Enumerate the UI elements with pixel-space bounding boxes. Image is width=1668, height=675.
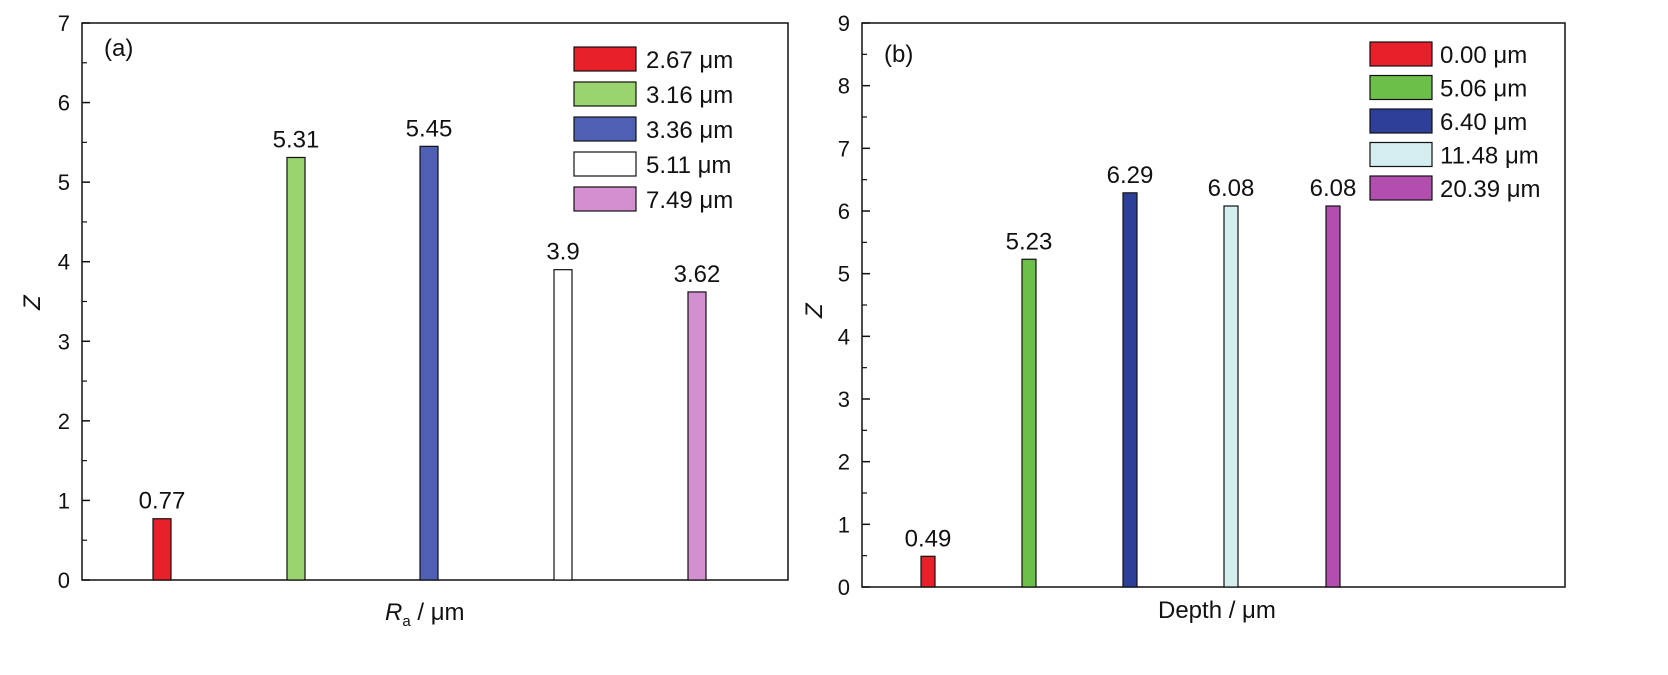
panel-b: (b) Z Depth / μm 0 1 2 3 4 5 6 7 8 9 0.49 5.23 6.29… [801,11,1566,624]
legend-a: 2.67 μm 3.16 μm 3.36 μm 5.11 μm 7.49 μm [573,46,733,214]
bar-b-4 [1223,205,1239,588]
x-axis-title-b: Depth / μm [1158,597,1276,624]
legend-label-b-1: 0.00 μm [1440,42,1527,69]
legend-label-b-3: 6.40 μm [1440,109,1527,136]
bar-a-5 [687,291,707,581]
legend-label-b-2: 5.06 μm [1440,76,1527,103]
legend-label-a-5: 7.49 μm [646,187,733,214]
legend-swatch-a-1 [573,46,637,72]
y-tick-label-b: 6 [838,199,850,224]
y-tick-label-a: 0 [58,568,70,593]
y-axis-title-a: Z [19,294,46,311]
y-tick-label-b: 7 [838,136,850,161]
data-label-b-1: 0.49 [905,525,952,552]
y-tick-label-a: 4 [58,250,70,275]
y-tick-label-b: 9 [838,11,850,36]
y-ticks-a: 0 1 2 3 4 5 6 7 [58,11,90,593]
y-tick-label-a: 6 [58,91,70,116]
x-axis-title-a-main: R [385,599,402,626]
legend-swatch-b-5 [1369,175,1433,201]
y-tick-label-b: 4 [838,324,850,349]
data-label-a-3: 5.45 [406,115,453,142]
legend-b: 0.00 μm 5.06 μm 6.40 μm 11.48 μm 20.39 μm [1369,41,1541,203]
x-axis-title-a: Ra / μm [385,599,465,630]
panel-label-b: (b) [884,41,913,68]
y-tick-label-b: 0 [838,575,850,600]
y-tick-label-b: 1 [838,512,850,537]
bar-a-1 [152,518,172,581]
y-tick-label-b: 5 [838,262,850,287]
data-label-b-4: 6.08 [1208,175,1255,202]
y-tick-label-b: 2 [838,450,850,475]
bar-b-2 [1021,258,1037,588]
legend-label-b-4: 11.48 μm [1440,143,1539,170]
panel-a: (a) Z Ra / μm 0 1 2 3 4 5 6 7 0.77 5.31 5.45 3.9 3.… [19,11,789,630]
data-label-a-5: 3.62 [674,261,721,288]
data-label-b-5: 6.08 [1310,175,1357,202]
bars-b: 0.49 5.23 6.29 6.08 6.08 [905,162,1357,588]
bar-a-3 [419,145,439,581]
bar-b-5 [1325,205,1341,588]
y-tick-label-a: 7 [58,11,70,36]
y-tick-label-b: 8 [838,74,850,99]
legend-swatch-b-4 [1369,141,1433,168]
legend-label-a-2: 3.16 μm [646,82,733,109]
legend-label-b-5: 20.39 μm [1440,176,1541,203]
legend-swatch-b-3 [1369,108,1433,134]
legend-swatch-b-1 [1369,41,1433,67]
legend-swatch-a-5 [573,186,637,212]
data-label-b-2: 5.23 [1006,228,1053,255]
legend-label-a-4: 5.11 μm [646,152,731,179]
bar-b-1 [920,555,936,588]
data-label-a-2: 5.31 [273,126,320,153]
bar-b-3 [1122,192,1138,588]
panel-label-a: (a) [104,35,133,62]
legend-swatch-a-4 [573,151,637,177]
y-tick-label-a: 3 [58,329,70,354]
y-tick-label-a: 5 [58,170,70,195]
legend-label-a-3: 3.36 μm [646,117,733,144]
y-ticks-b: 0 1 2 3 4 5 6 7 8 9 [838,11,870,600]
x-axis-title-a-sub: a [402,613,411,630]
y-tick-label-a: 1 [58,488,70,513]
legend-label-a-1: 2.67 μm [646,47,733,74]
y-axis-title-b: Z [801,302,828,319]
data-label-b-3: 6.29 [1107,162,1154,189]
bars-a: 0.77 5.31 5.45 3.9 3.62 [139,115,721,581]
legend-swatch-b-2 [1369,74,1433,101]
plot-frame-b [861,22,1566,588]
data-label-a-4: 3.9 [546,239,579,266]
y-tick-label-b: 3 [838,387,850,412]
bar-a-2 [286,156,306,581]
bar-a-4 [553,269,573,581]
legend-swatch-a-3 [573,116,637,142]
data-label-a-1: 0.77 [139,488,186,515]
x-axis-title-a-rest: / μm [411,599,465,626]
y-tick-label-a: 2 [58,409,70,434]
legend-swatch-a-2 [573,81,637,107]
